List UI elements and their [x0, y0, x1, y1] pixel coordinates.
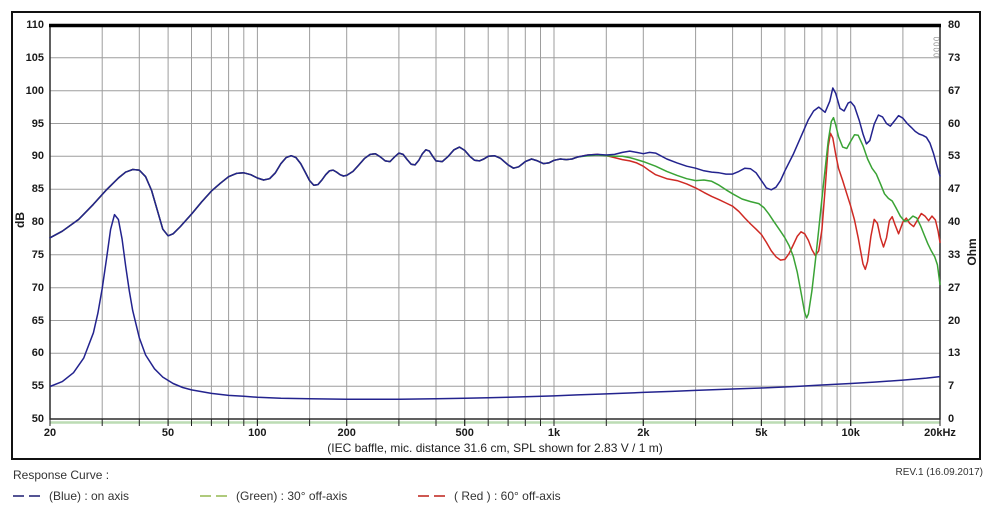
legend-label-1: (Green) : 30° off-axis: [236, 489, 348, 503]
x-tick-1k: 1k: [547, 427, 561, 439]
left-axis-title: dB: [13, 212, 27, 228]
legend-item-1: (Green) : 30° off-axis: [200, 489, 347, 503]
y-right-tick-40: 40: [948, 216, 961, 228]
y-right-tick-47: 47: [948, 183, 961, 196]
legend-item-0: (Blue) : on axis: [13, 489, 129, 503]
legend-swatch-2: [418, 495, 448, 497]
y-left-tick-60: 60: [31, 347, 44, 360]
legend-item-2: ( Red ) : 60° off-axis: [418, 489, 561, 503]
x-tick-20: 20: [43, 427, 57, 439]
y-right-tick-20: 20: [948, 314, 961, 327]
y-right-tick-73: 73: [948, 51, 961, 64]
right-axis-title: Ohm: [965, 238, 979, 266]
legend-swatch-0: [13, 495, 43, 497]
y-right-tick-80: 80: [948, 19, 961, 31]
y-right-tick-60: 60: [948, 117, 961, 130]
y-left-tick-85: 85: [31, 183, 44, 196]
x-tick-2k: 2k: [637, 427, 650, 439]
y-left-tick-70: 70: [31, 281, 44, 294]
serial-stamp: 0000: [931, 36, 941, 59]
legend-label-0: (Blue) : on axis: [49, 489, 130, 503]
x-tick-5k: 5k: [755, 427, 768, 439]
y-left-tick-65: 65: [31, 314, 44, 327]
spl-curve-red: [49, 132, 941, 271]
y-left-tick-75: 75: [31, 248, 44, 261]
y-right-tick-27: 27: [948, 281, 961, 294]
x-tick-10k: 10k: [841, 427, 860, 439]
x-tick-200: 200: [337, 427, 356, 439]
y-left-tick-80: 80: [31, 216, 44, 228]
y-right-tick-13: 13: [948, 347, 961, 360]
legend-label-2: ( Red ) : 60° off-axis: [454, 489, 561, 503]
freq-tick-marks: [49, 419, 941, 426]
x-tick-20kHz: 20kHz: [924, 427, 956, 439]
y-left-tick-50: 50: [31, 413, 44, 425]
x-tick-500: 500: [455, 427, 474, 439]
legend-title: Response Curve :: [13, 468, 110, 482]
y-right-tick-67: 67: [948, 84, 961, 97]
y-left-tick-100: 100: [25, 84, 44, 97]
y-left-tick-55: 55: [31, 380, 44, 393]
revision-note: REV.1 (16.09.2017): [895, 467, 983, 478]
y-left-tick-90: 90: [31, 150, 44, 163]
y-left-tick-110: 110: [26, 19, 44, 31]
x-tick-50: 50: [161, 427, 175, 439]
y-left-tick-105: 105: [25, 51, 44, 64]
y-right-tick-0: 0: [948, 413, 955, 425]
spl-curve-blue: [49, 87, 941, 239]
x-tick-100: 100: [248, 427, 267, 439]
y-left-tick-95: 95: [31, 117, 44, 130]
y-right-tick-7: 7: [948, 380, 955, 393]
y-right-tick-53: 53: [948, 150, 961, 163]
y-right-tick-33: 33: [948, 248, 961, 261]
impedance-curve: [49, 213, 941, 401]
legend-swatch-1: [200, 495, 230, 497]
chart-caption: (IEC baffle, mic. distance 31.6 cm, SPL …: [327, 441, 663, 455]
